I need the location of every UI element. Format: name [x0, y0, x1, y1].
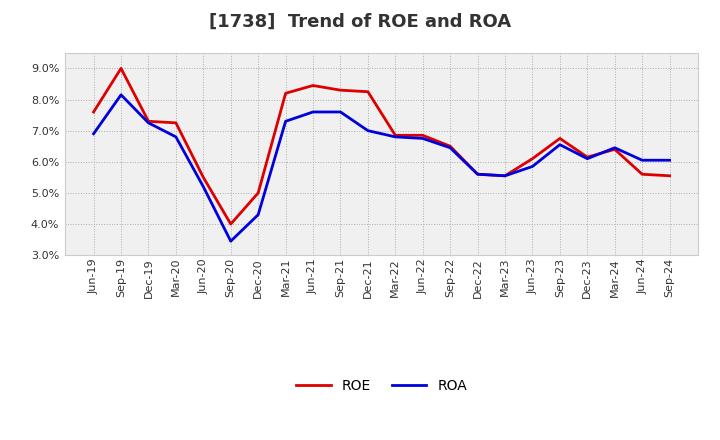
ROA	[500, 173, 509, 179]
ROE	[226, 221, 235, 227]
ROA	[254, 212, 263, 217]
Line: ROE: ROE	[94, 68, 670, 224]
ROE	[638, 172, 647, 177]
Line: ROA: ROA	[94, 95, 670, 241]
ROA	[473, 172, 482, 177]
ROE	[500, 173, 509, 179]
ROE	[282, 91, 290, 96]
ROE	[89, 109, 98, 114]
ROE	[254, 190, 263, 195]
ROE	[611, 147, 619, 152]
ROA	[556, 142, 564, 147]
ROE	[309, 83, 318, 88]
ROA	[665, 158, 674, 163]
ROE	[364, 89, 372, 94]
ROE	[556, 136, 564, 141]
ROE	[418, 133, 427, 138]
ROA	[171, 134, 180, 139]
ROA	[226, 238, 235, 244]
ROA	[309, 109, 318, 114]
ROE	[199, 175, 207, 180]
ROE	[473, 172, 482, 177]
ROA	[144, 120, 153, 125]
ROE	[171, 120, 180, 125]
ROA	[418, 136, 427, 141]
ROA	[336, 109, 345, 114]
ROA	[199, 184, 207, 189]
ROE	[528, 156, 537, 161]
ROE	[665, 173, 674, 179]
Text: [1738]  Trend of ROE and ROA: [1738] Trend of ROE and ROA	[209, 13, 511, 31]
ROE	[336, 88, 345, 93]
ROE	[391, 133, 400, 138]
ROA	[611, 145, 619, 150]
ROA	[364, 128, 372, 133]
ROA	[528, 164, 537, 169]
ROA	[638, 158, 647, 163]
ROA	[583, 156, 592, 161]
ROA	[117, 92, 125, 98]
ROE	[117, 66, 125, 71]
Legend: ROE, ROA: ROE, ROA	[290, 374, 473, 399]
ROA	[282, 119, 290, 124]
ROE	[446, 143, 454, 149]
ROE	[144, 119, 153, 124]
ROA	[446, 145, 454, 150]
ROA	[391, 134, 400, 139]
ROE	[583, 154, 592, 160]
ROA	[89, 131, 98, 136]
